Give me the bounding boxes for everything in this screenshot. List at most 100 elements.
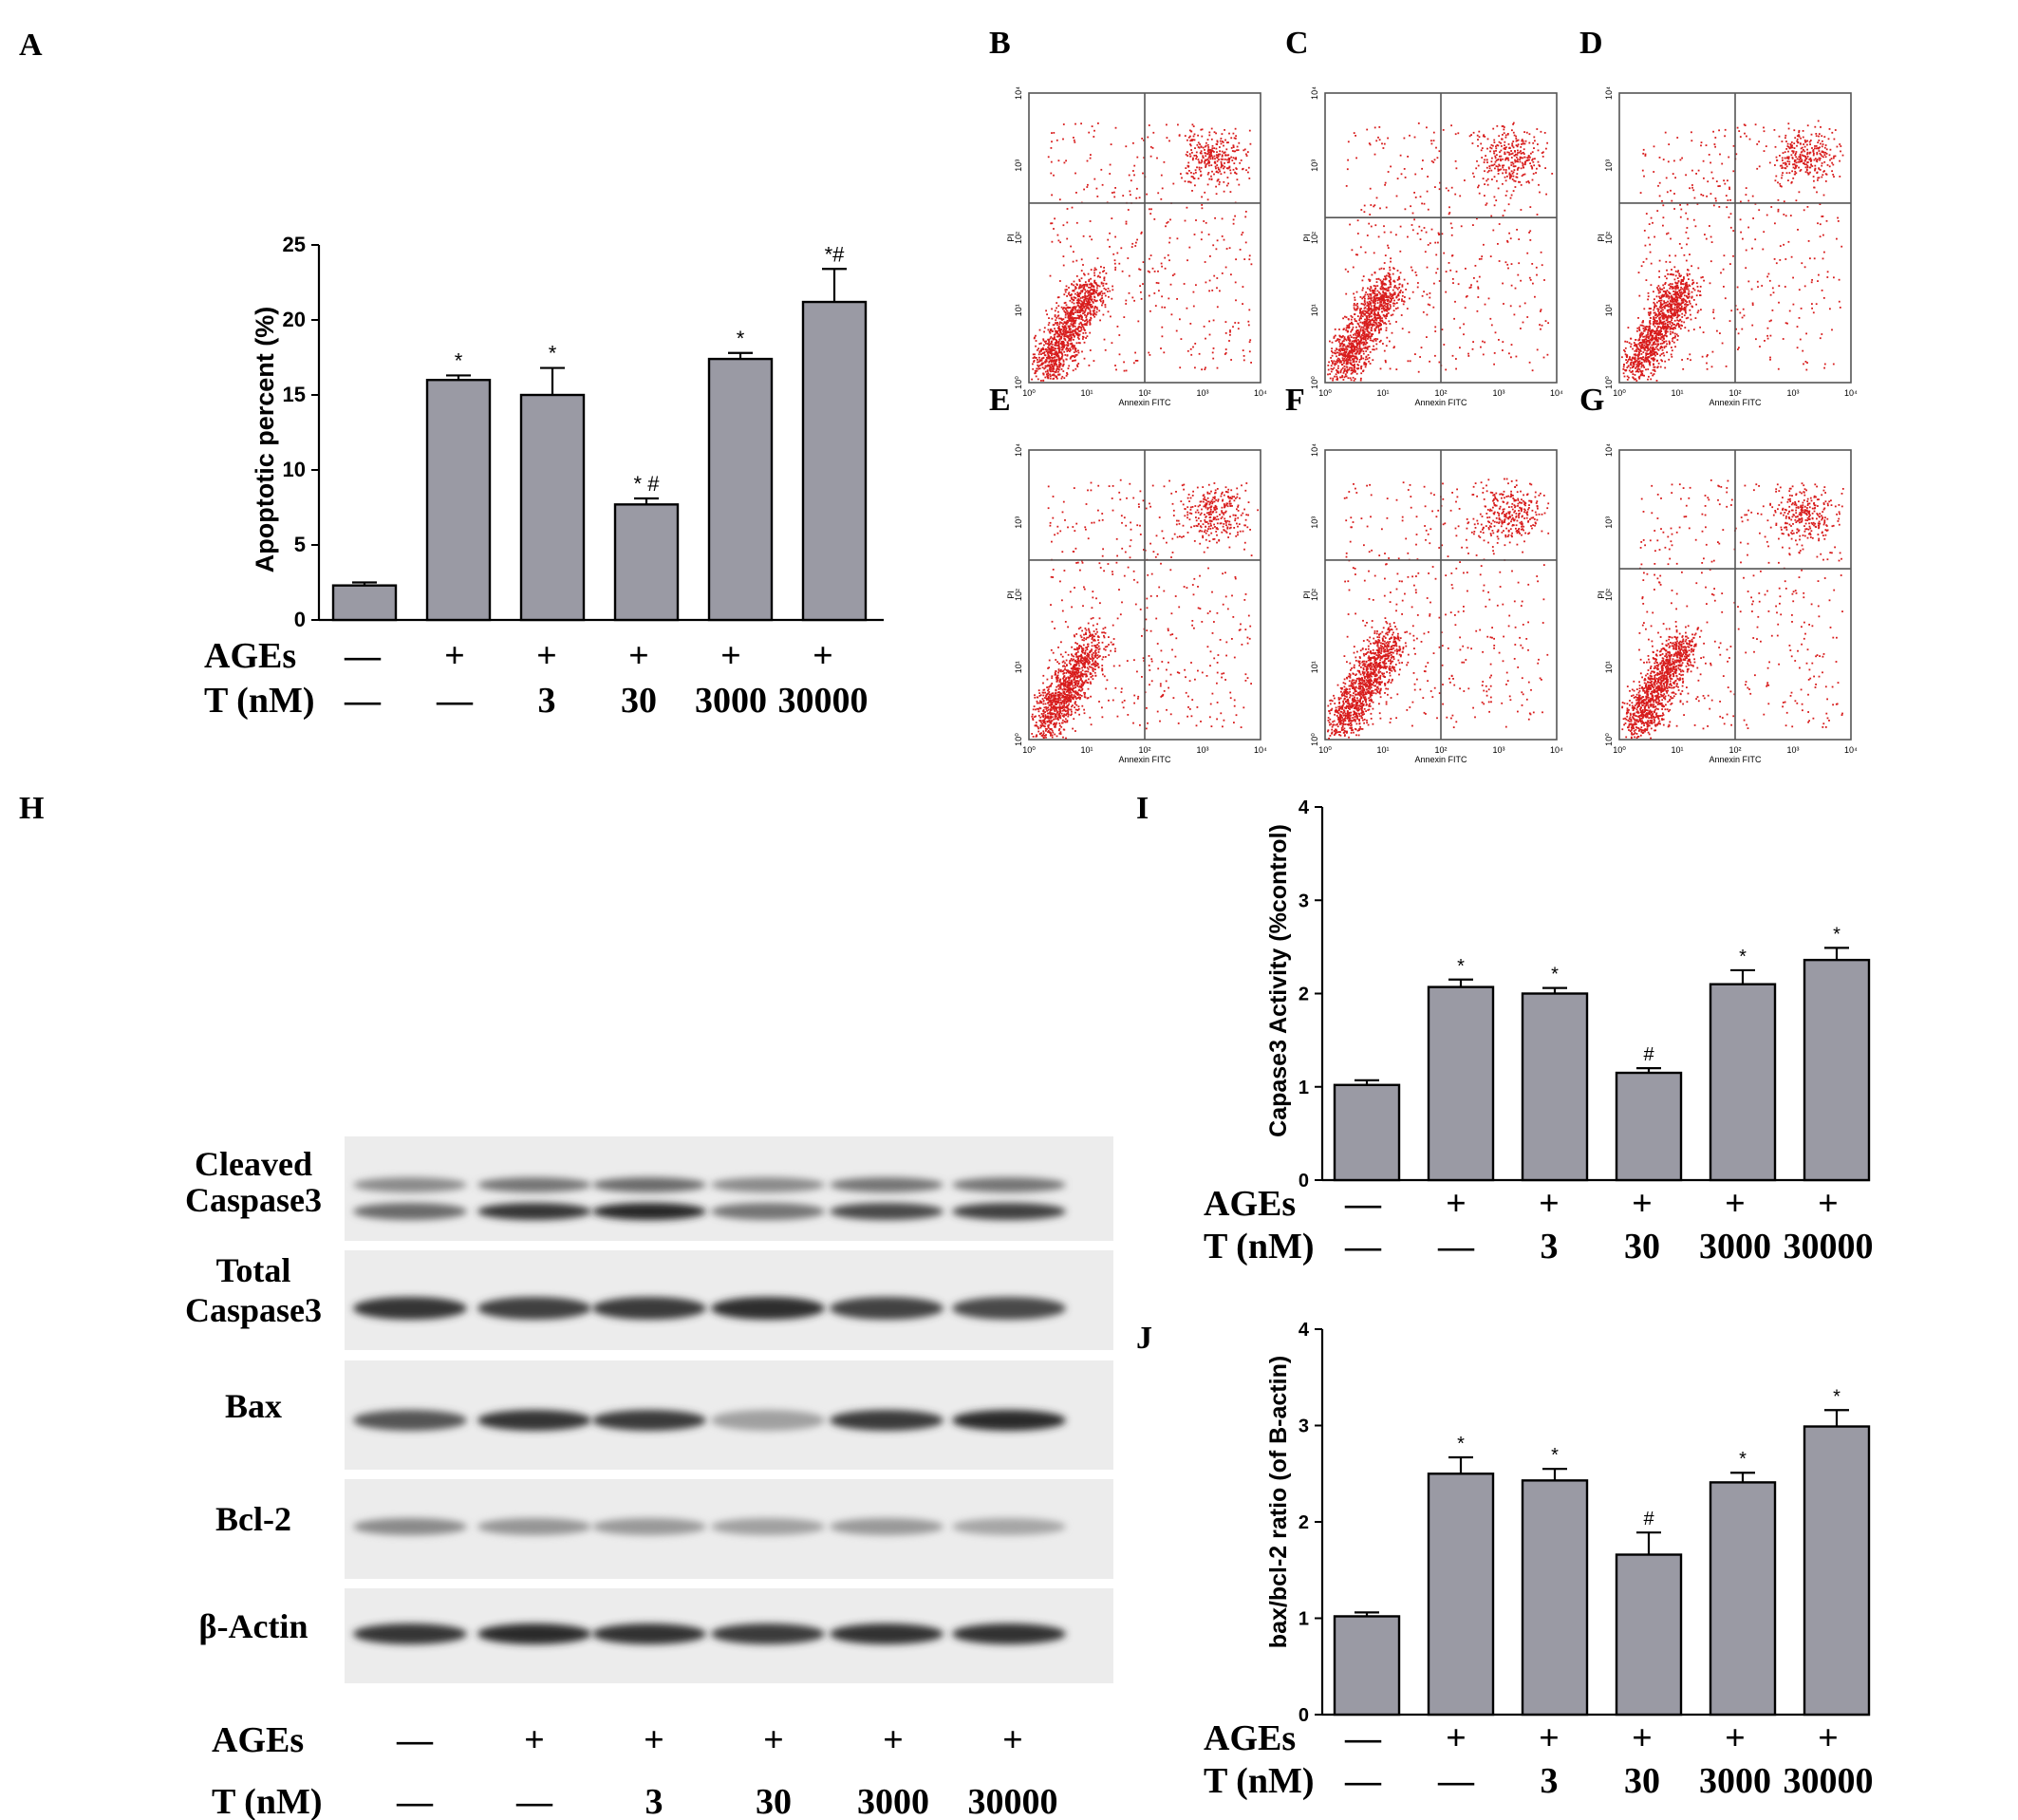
flow-ytick-label: 10⁰ [1310,376,1319,389]
panel-label-j: J [1136,1321,1152,1356]
chart-a-significance-mark: *# [825,242,846,266]
flow-ytick-label: 10² [1310,589,1319,601]
chart-a-ytick-label: 20 [283,308,306,331]
flow-xtick-label: 10¹ [1080,745,1093,755]
cond-i-ages-value: + [1539,1184,1560,1224]
conditions-j: AGEs T (nM) — + + + + +— —3 30 3000 30000 [1204,1718,1874,1801]
flow-xtick-label: 10⁴ [1254,745,1267,755]
flow-xtick-label: 10⁰ [1613,745,1626,755]
cond-j-ages-value: + [1632,1718,1653,1758]
flow-xtick-label: 10² [1138,745,1150,755]
blot-band [592,1203,706,1220]
chart-i-ytick-label: 0 [1299,1171,1309,1191]
flow-xtick-label: 10² [1728,388,1741,398]
flow-ytick-label: 10² [1604,589,1614,601]
chart-j-significance-mark: * [1739,1449,1747,1470]
blot-band [830,1297,944,1320]
cond-j-t-value: — [1344,1761,1382,1801]
blot-row-label: Caspase3 [185,1181,322,1219]
blot-band [830,1410,944,1431]
flow-ytick-label: 10⁴ [1014,86,1023,100]
chart-i-ytick-label: 4 [1299,797,1310,818]
flow-panel-g: G 10⁰ 10¹ 10² 10³ 10⁴ 10⁰ 10¹ 10² 10³ 10⁴ Annexin F… [1579,383,1858,764]
chart-j-ytick-label: 3 [1299,1417,1309,1437]
t-label-j: T (nM) [1204,1761,1314,1801]
chart-a-ytick-label: 0 [294,608,306,631]
chart-j-ylabel: bax/bcl-2 ratio (of B-actin) [1265,1356,1292,1648]
chart-j-ytick-label: 4 [1299,1320,1310,1341]
blot-band [952,1623,1066,1644]
cond-a-ages-value: + [444,636,465,676]
flow-xtick-label: 10¹ [1671,745,1683,755]
blot-row-label: Total [216,1251,291,1289]
chart-i-bar [1521,992,1589,1182]
panel-label-i: I [1136,791,1149,826]
chart-a-ytick-label: 5 [294,533,306,556]
chart-a-bar [519,393,586,622]
cond-i-t-value: 3000 [1699,1227,1771,1266]
flow-ytick-label: 10² [1014,589,1023,601]
cond-h-ages-value: + [1002,1720,1023,1760]
flow-ytick-label: 10³ [1014,516,1023,529]
conditions-h: AGEs T (nM) — + + + + + — — 3 30 3000 30000 [212,1720,1058,1820]
cond-j-t-value: — [1437,1761,1475,1801]
blot-band [711,1410,825,1431]
cond-h-t-value: — [396,1782,434,1820]
panel-label-e: E [989,383,1011,418]
flow-xtick-label: 10¹ [1376,745,1389,755]
chart-i-significance-mark: * [1739,947,1747,967]
cond-i-t-value: 30 [1624,1227,1660,1266]
blot-row-label: Bcl-2 [215,1500,291,1538]
chart-j-ytick-label: 2 [1299,1512,1309,1533]
flow-xtick-label: 10⁰ [1613,388,1626,398]
blot-band [477,1297,591,1320]
flow-xlabel: Annexin FITC [1118,398,1171,407]
chart-a-bar [801,300,868,622]
chart-a: Apoptotic percent (%) 0 5 10 15 20 25 * * * # * *# [251,233,884,631]
flow-cytometry-panels: B 10⁰ 10¹ 10² 10³ 10⁴ 10⁰ 10¹ 10² 10³ 10⁴ Annexin F… [989,26,1858,764]
chart-i-ylabel: Capase3 Activity (%control) [1265,824,1292,1137]
blot-band [830,1623,944,1644]
chart-i-significance-mark: # [1643,1044,1654,1065]
blot-row-label: Cleaved [195,1145,312,1183]
flow-xtick-label: 10⁴ [1550,388,1563,398]
cond-a-ages-value: + [536,636,557,676]
cond-i-t-value: 3 [1541,1227,1559,1266]
flow-ytick-label: 10⁴ [1604,443,1614,457]
flow-ytick-label: 10⁰ [1014,733,1023,746]
cond-j-t-value: 30000 [1784,1761,1874,1801]
blot-row-label: β-Actin [199,1607,308,1645]
chart-i-bar [1709,983,1777,1182]
flow-xtick-label: 10¹ [1080,388,1093,398]
chart-a-bar [613,503,680,622]
blot-row-label: Caspase3 [185,1291,322,1329]
blot-band [592,1297,706,1320]
blot-band [830,1518,944,1535]
chart-j-bar [1521,1479,1589,1717]
cond-h-t-value: 30 [756,1782,792,1820]
cond-a-t-value: — [344,681,382,721]
flow-ytick-label: 10⁴ [1310,86,1319,100]
panel-label-h: H [19,791,44,826]
flow-events [1327,122,1554,382]
flow-xtick-label: 10⁰ [1022,745,1036,755]
blot-band [353,1623,467,1644]
chart-i-ytick-label: 3 [1299,891,1309,911]
flow-ylabel: PI [1597,234,1606,242]
blot-band [592,1518,706,1535]
cond-j-t-value: 3000 [1699,1761,1771,1801]
chart-j-significance-mark: # [1643,1509,1654,1529]
blot-band [477,1623,591,1644]
flow-ytick-label: 10³ [1604,159,1614,172]
flow-xlabel: Annexin FITC [1118,755,1171,764]
cond-h-ages-value: + [763,1720,784,1760]
flow-xtick-label: 10² [1138,388,1150,398]
cond-i-ages-value: + [1818,1184,1839,1224]
flow-ylabel: PI [1302,591,1312,599]
blot-band [830,1177,944,1192]
flow-ytick-label: 10³ [1604,516,1614,529]
cond-a-ages-value: — [344,636,382,676]
flow-xtick-label: 10¹ [1671,388,1683,398]
blot-band [353,1518,467,1535]
